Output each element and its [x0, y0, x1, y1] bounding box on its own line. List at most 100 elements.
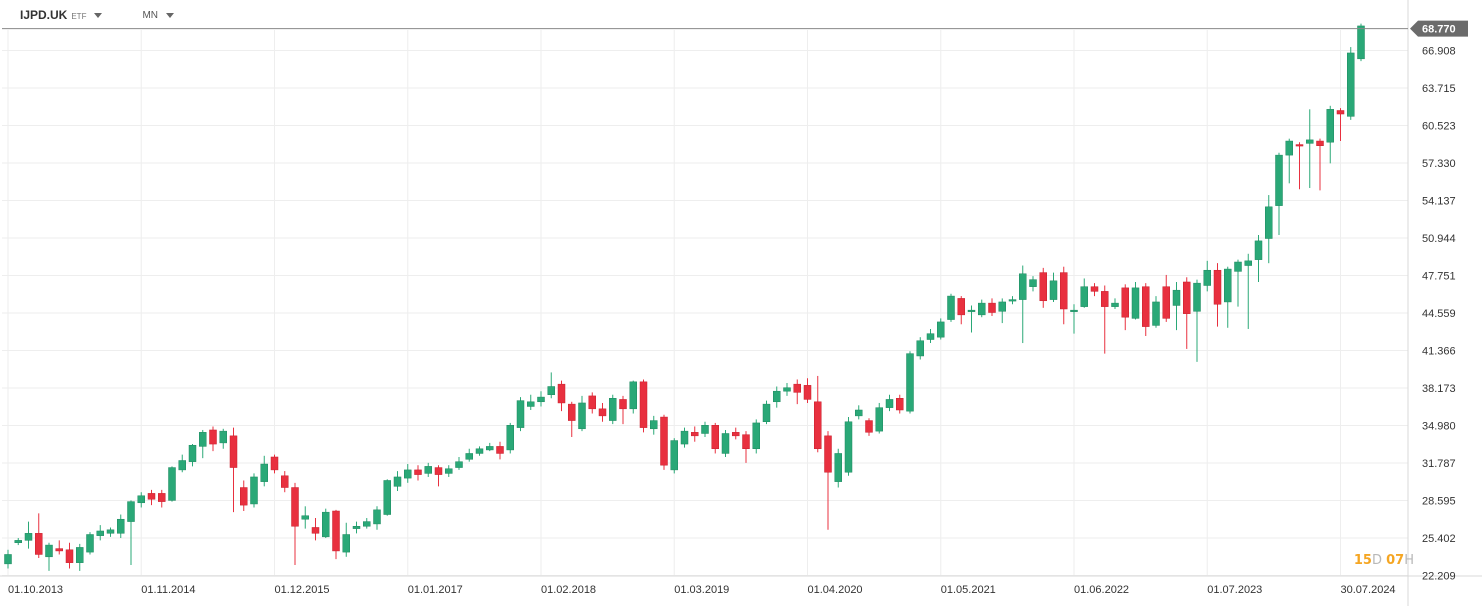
candle-body — [24, 533, 33, 541]
candle-body — [76, 547, 84, 563]
candle-body — [1019, 273, 1027, 300]
candle — [701, 421, 709, 438]
candle-body — [1224, 268, 1232, 303]
candle — [537, 391, 545, 407]
chevron-down-icon — [166, 12, 175, 18]
candle — [1101, 285, 1109, 354]
candle — [988, 298, 996, 317]
candle — [578, 395, 586, 432]
candle — [1183, 277, 1191, 349]
candle-body — [445, 468, 453, 474]
candle — [281, 471, 289, 493]
candle — [588, 392, 596, 414]
candle-body — [855, 409, 863, 417]
candle — [1316, 138, 1324, 191]
x-tick-label: 01.04.2020 — [808, 584, 863, 596]
candle-body — [496, 446, 504, 454]
candle-body — [506, 425, 514, 451]
candle-body — [1265, 206, 1273, 239]
candle — [1234, 259, 1242, 307]
candle — [291, 482, 299, 566]
candle — [1336, 108, 1345, 142]
x-tick-label: 01.06.2022 — [1074, 584, 1129, 596]
candle — [793, 379, 801, 405]
interval-selector[interactable]: MN — [142, 10, 175, 21]
candle — [137, 492, 145, 508]
candle — [670, 438, 678, 474]
symbol-selector[interactable]: IJPD.UK ETF — [20, 8, 103, 22]
candle-body — [178, 460, 186, 471]
candle — [1285, 138, 1293, 184]
candle — [209, 426, 217, 452]
candle — [168, 466, 176, 502]
candle — [1029, 276, 1037, 292]
candle-body — [45, 544, 53, 558]
candle — [1080, 278, 1088, 308]
candle-body — [588, 395, 596, 410]
candle — [96, 525, 104, 541]
candle-body — [691, 432, 699, 437]
candle — [1265, 195, 1273, 264]
candle — [158, 489, 166, 508]
candle — [609, 394, 617, 425]
symbol-label: IJPD.UK — [20, 8, 68, 22]
candle-body — [1203, 269, 1211, 286]
candle — [1172, 281, 1181, 331]
candle-body — [219, 430, 227, 444]
candle — [1347, 47, 1355, 120]
candle — [711, 422, 719, 454]
candle-body — [1142, 286, 1150, 327]
candle — [424, 462, 432, 477]
candle-body — [393, 476, 402, 487]
candle — [383, 479, 391, 516]
candle-body — [404, 469, 412, 479]
countdown-hours: 07 — [1386, 553, 1405, 568]
candle-body — [885, 399, 894, 408]
candle — [1039, 267, 1047, 308]
candle-body — [1111, 302, 1119, 307]
candle-body — [783, 387, 791, 392]
candle-body — [1060, 272, 1068, 310]
candle-body — [106, 529, 115, 534]
candle-body — [1070, 309, 1078, 312]
candle — [1019, 265, 1027, 344]
chart-header: IJPD.UK ETF MN — [0, 0, 1408, 30]
countdown-hours-unit: H — [1404, 553, 1414, 568]
candle — [875, 402, 883, 434]
x-tick-label: 01.01.2017 — [408, 584, 463, 596]
candle-body — [609, 398, 617, 421]
candle — [742, 431, 750, 463]
candle-body — [1254, 240, 1263, 260]
candle-body — [14, 540, 22, 543]
candle-body — [721, 433, 730, 454]
candle — [414, 465, 422, 481]
candle — [393, 471, 402, 492]
candle — [1306, 109, 1314, 189]
candle-body — [773, 390, 781, 403]
candle-body — [1039, 272, 1047, 302]
candle — [240, 480, 248, 512]
candle — [814, 375, 822, 453]
candle-body — [55, 548, 63, 552]
x-tick-label: 30.07.2024 — [1341, 584, 1396, 596]
candle — [557, 380, 566, 412]
candle-body — [1172, 289, 1181, 306]
y-tick-label: 66.908 — [1422, 46, 1456, 58]
candle — [4, 549, 12, 569]
candle-body — [486, 446, 494, 451]
countdown-days: 15 — [1353, 553, 1372, 568]
candle-body — [824, 435, 832, 473]
candle — [855, 405, 863, 420]
candle-body — [301, 515, 309, 520]
candle-body — [1244, 260, 1252, 266]
candle — [260, 455, 268, 487]
candle — [250, 473, 258, 508]
candle — [1275, 152, 1283, 235]
candle-body — [311, 527, 320, 534]
candle-body — [158, 493, 166, 502]
candle — [916, 337, 924, 360]
candle — [363, 518, 371, 529]
candle — [896, 394, 904, 414]
candle-body — [1162, 286, 1170, 319]
